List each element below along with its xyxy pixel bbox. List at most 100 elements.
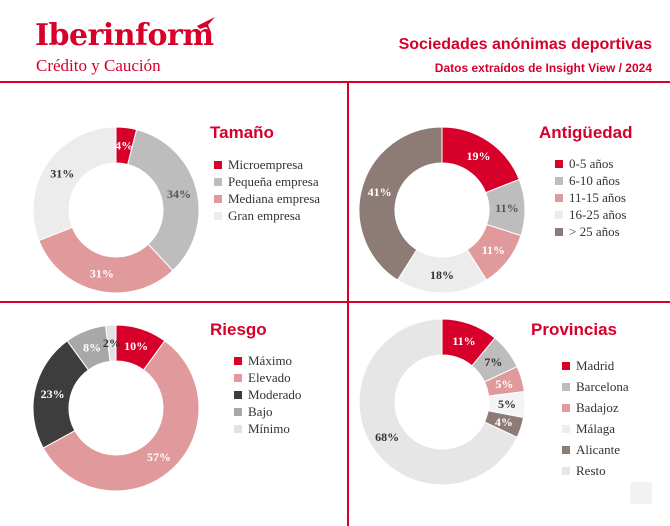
legend-tamano: Microempresa Pequeña empresa Mediana empre… (214, 156, 320, 224)
slice-label-tamano-3: 31% (50, 166, 74, 180)
legend-swatch (562, 445, 570, 454)
slice-label-provincias-2: 5% (495, 377, 513, 391)
donut-chart-tamano: 4% 34% 31% 31% (32, 126, 200, 294)
slice-label-antiguedad-3: 18% (430, 268, 454, 282)
slice-label-antiguedad-0: 19% (467, 149, 491, 163)
slice-tamano-2 (38, 226, 174, 294)
slice-tamano-3 (32, 126, 117, 242)
panel-title-tamano: Tamaño (210, 123, 274, 142)
legend-item-riesgo-2: Moderado (234, 386, 301, 403)
legend-swatch (234, 356, 242, 365)
legend-label: 6-10 años (569, 172, 620, 188)
legend-swatch (234, 424, 242, 433)
legend-item-tamano-0: Microempresa (214, 156, 320, 173)
panel-title-antiguedad: Antigüedad (539, 123, 633, 142)
legend-label: Mínimo (248, 420, 290, 436)
legend-swatch (214, 194, 222, 203)
corner-button[interactable] (630, 482, 652, 504)
slice-label-antiguedad-1: 11% (495, 201, 518, 215)
legend-label: Máximo (248, 352, 293, 368)
legend-item-riesgo-0: Máximo (234, 352, 301, 369)
legend-label: Badajoz (576, 399, 619, 415)
slice-provincias-5 (358, 318, 518, 486)
slice-label-riesgo-3: 8% (83, 341, 101, 355)
legend-item-antiguedad-1: 6-10 años (555, 172, 626, 189)
legend-swatch (555, 176, 563, 185)
header-divider (0, 81, 670, 83)
panel-riesgo: 10% 57% 23% 8% 2% Riesgo Máximo Elevado Modera… (0, 303, 347, 526)
legend-label: Microempresa (228, 156, 304, 172)
slice-antiguedad-4 (358, 126, 443, 281)
legend-swatch (555, 193, 563, 202)
legend-item-riesgo-3: Bajo (234, 403, 301, 420)
legend-label: Málaga (576, 420, 615, 436)
legend-item-tamano-2: Mediana empresa (214, 190, 320, 207)
legend-item-tamano-3: Gran empresa (214, 207, 320, 224)
legend-item-provincias-5: Resto (562, 460, 629, 481)
legend-swatch (562, 424, 570, 433)
legend-label: Barcelona (576, 378, 629, 394)
legend-label: Madrid (576, 357, 615, 373)
page-title: Sociedades anónimas deportivas (398, 36, 652, 53)
legend-item-provincias-1: Barcelona (562, 376, 629, 397)
donut-chart-provincias: 11% 7% 5% 5% 4% 68% (358, 318, 526, 486)
panel-tamano: 4% 34% 31% 31% Tamaño Microempresa Pequeña e… (0, 83, 347, 301)
legend-label: > 25 años (569, 223, 620, 239)
legend-swatch (234, 390, 242, 399)
legend-swatch (562, 382, 570, 391)
panel-antiguedad: 19% 11% 11% 18% 41% Antigüedad 0-5 años 6-10 … (349, 83, 670, 301)
panel-provincias: 11% 7% 5% 5% 4% 68% Provincias Madrid Barcelon… (349, 303, 670, 526)
legend-swatch (555, 227, 563, 236)
legend-label: Pequeña empresa (228, 173, 319, 189)
slice-label-provincias-3: 5% (498, 397, 516, 411)
slice-label-provincias-5: 68% (375, 430, 399, 444)
legend-label: Resto (576, 462, 606, 478)
slice-label-provincias-1: 7% (484, 355, 502, 369)
legend-item-antiguedad-4: > 25 años (555, 223, 626, 240)
legend-item-provincias-2: Badajoz (562, 397, 629, 418)
slice-tamano-1 (127, 128, 200, 272)
panel-title-riesgo: Riesgo (210, 320, 267, 339)
legend-item-riesgo-1: Elevado (234, 369, 301, 386)
legend-label: Bajo (248, 403, 273, 419)
slice-riesgo-4 (105, 324, 117, 362)
legend-item-antiguedad-2: 11-15 años (555, 189, 626, 206)
slice-label-riesgo-2: 23% (41, 387, 65, 401)
legend-item-tamano-1: Pequeña empresa (214, 173, 320, 190)
slice-label-riesgo-0: 10% (124, 339, 148, 353)
legend-swatch (555, 159, 563, 168)
legend-swatch (562, 403, 570, 412)
plane-logo-icon (197, 17, 215, 32)
legend-provincias: Madrid Barcelona Badajoz Málaga Alicante Rest… (562, 355, 629, 481)
slice-label-tamano-0: 4% (115, 139, 133, 153)
panel-title-provincias: Provincias (531, 320, 617, 339)
brand-tagline: Crédito y Caución (36, 56, 161, 75)
legend-label: 16-25 años (569, 206, 627, 222)
legend-item-provincias-0: Madrid (562, 355, 629, 376)
legend-label: 11-15 años (569, 189, 626, 205)
slice-label-riesgo-4: 2% (103, 336, 121, 350)
legend-item-riesgo-4: Mínimo (234, 420, 301, 437)
legend-swatch (562, 466, 570, 475)
legend-label: Elevado (248, 369, 291, 385)
slice-label-provincias-4: 4% (495, 415, 513, 429)
donut-chart-antiguedad: 19% 11% 11% 18% 41% (358, 126, 526, 294)
legend-swatch (562, 361, 570, 370)
legend-item-antiguedad-0: 0-5 años (555, 155, 626, 172)
legend-swatch (214, 177, 222, 186)
slice-label-tamano-1: 34% (167, 187, 191, 201)
slice-riesgo-1 (42, 340, 200, 492)
brand-logo: Iberinform (35, 18, 214, 53)
vertical-divider (347, 83, 349, 526)
legend-swatch (214, 211, 222, 220)
legend-swatch (234, 407, 242, 416)
slice-label-antiguedad-4: 41% (368, 185, 392, 199)
slice-label-antiguedad-2: 11% (482, 243, 505, 257)
page-subtitle: Datos extraídos de Insight View / 2024 (434, 61, 652, 75)
legend-swatch (214, 160, 222, 169)
legend-item-provincias-3: Málaga (562, 418, 629, 439)
legend-label: Moderado (248, 386, 302, 402)
legend-item-antiguedad-3: 16-25 años (555, 206, 626, 223)
legend-label: Gran empresa (228, 207, 301, 223)
legend-label: Mediana empresa (228, 190, 321, 206)
